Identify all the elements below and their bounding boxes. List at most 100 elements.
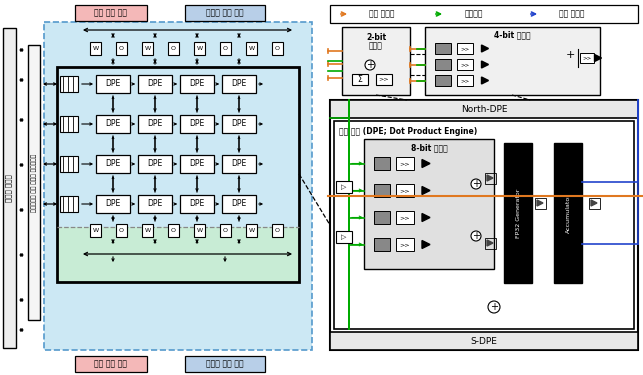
Bar bbox=[364, 139, 494, 269]
Text: DPE: DPE bbox=[231, 159, 247, 168]
Polygon shape bbox=[422, 159, 430, 168]
Bar bbox=[138, 115, 172, 133]
Text: +: + bbox=[565, 50, 575, 60]
Text: O: O bbox=[171, 228, 176, 233]
Bar bbox=[57, 67, 299, 227]
Text: >>: >> bbox=[400, 242, 410, 247]
Text: +: + bbox=[472, 179, 480, 189]
Bar bbox=[330, 5, 638, 23]
Text: DPE: DPE bbox=[190, 159, 204, 168]
Bar bbox=[75, 356, 147, 372]
Text: ▷: ▷ bbox=[341, 184, 347, 190]
Bar bbox=[336, 181, 352, 193]
Text: W: W bbox=[248, 228, 255, 233]
Text: 내적 엔진 (DPE; Dot Product Engine): 내적 엔진 (DPE; Dot Product Engine) bbox=[339, 126, 477, 135]
Bar bbox=[376, 74, 392, 85]
Polygon shape bbox=[422, 186, 430, 195]
Bar bbox=[374, 157, 390, 170]
Bar bbox=[554, 143, 582, 283]
Text: DPE: DPE bbox=[231, 80, 247, 88]
Bar bbox=[220, 224, 231, 237]
Text: O: O bbox=[119, 46, 124, 51]
Text: O: O bbox=[171, 46, 176, 51]
Bar bbox=[334, 121, 634, 329]
Text: DPE: DPE bbox=[105, 120, 121, 129]
Bar bbox=[396, 184, 414, 197]
Polygon shape bbox=[482, 77, 489, 84]
Text: O: O bbox=[223, 228, 228, 233]
Text: 정확도 변환 유닛: 정확도 변환 유닛 bbox=[206, 9, 244, 18]
Text: >>: >> bbox=[400, 188, 410, 193]
Circle shape bbox=[365, 60, 375, 70]
Text: DPE: DPE bbox=[147, 159, 163, 168]
Bar bbox=[185, 356, 265, 372]
Bar bbox=[435, 43, 451, 54]
Bar bbox=[222, 75, 256, 93]
Polygon shape bbox=[482, 45, 489, 52]
Text: 입력 활성값: 입력 활성값 bbox=[369, 9, 395, 18]
Polygon shape bbox=[591, 200, 597, 206]
Bar bbox=[374, 184, 390, 197]
Text: W: W bbox=[197, 46, 203, 51]
Text: DPE: DPE bbox=[231, 120, 247, 129]
Text: ▷: ▷ bbox=[341, 234, 347, 240]
Text: 오프칡 메모리: 오프칡 메모리 bbox=[6, 174, 12, 202]
Text: Accumulator: Accumulator bbox=[565, 193, 570, 233]
Bar bbox=[96, 195, 130, 213]
Bar bbox=[138, 155, 172, 173]
Bar bbox=[504, 143, 532, 283]
Polygon shape bbox=[487, 175, 493, 181]
Text: O: O bbox=[119, 228, 124, 233]
Bar bbox=[396, 211, 414, 224]
Text: FP32 Generator: FP32 Generator bbox=[516, 188, 520, 238]
Bar bbox=[485, 238, 496, 249]
Text: +: + bbox=[490, 302, 498, 312]
Bar bbox=[180, 75, 214, 93]
Text: +: + bbox=[366, 60, 374, 70]
Bar bbox=[60, 76, 78, 92]
Bar bbox=[374, 238, 390, 251]
Bar bbox=[457, 75, 473, 86]
Text: DPE: DPE bbox=[147, 120, 163, 129]
Text: 8-bit 곱셈기: 8-bit 곱셈기 bbox=[411, 144, 448, 153]
Text: 출력 활셈값: 출력 활셈값 bbox=[559, 9, 584, 18]
Bar bbox=[90, 42, 101, 55]
Text: 벡터 연산 유닛: 벡터 연산 유닛 bbox=[95, 360, 127, 369]
Bar bbox=[396, 238, 414, 251]
Text: >>: >> bbox=[460, 62, 469, 67]
Bar bbox=[194, 224, 205, 237]
Bar bbox=[90, 224, 101, 237]
Bar bbox=[336, 231, 352, 243]
Text: S-DPE: S-DPE bbox=[471, 336, 498, 345]
Polygon shape bbox=[487, 240, 493, 246]
Bar bbox=[168, 42, 179, 55]
Polygon shape bbox=[422, 213, 430, 222]
Text: O: O bbox=[275, 228, 280, 233]
Bar bbox=[330, 332, 638, 350]
Bar bbox=[589, 198, 600, 209]
Text: 프로그래밍 가능 메모리 인터페이스: 프로그래밍 가능 메모리 인터페이스 bbox=[32, 154, 37, 212]
Bar bbox=[342, 27, 410, 95]
Bar bbox=[180, 115, 214, 133]
Bar bbox=[220, 42, 231, 55]
Bar bbox=[535, 198, 546, 209]
Circle shape bbox=[488, 301, 500, 313]
Text: DPE: DPE bbox=[190, 120, 204, 129]
Bar bbox=[272, 224, 283, 237]
Text: W: W bbox=[145, 46, 150, 51]
Bar bbox=[60, 156, 78, 172]
Bar bbox=[222, 155, 256, 173]
Bar bbox=[330, 100, 638, 118]
Text: DPE: DPE bbox=[231, 200, 247, 208]
Bar bbox=[457, 59, 473, 70]
Bar bbox=[57, 227, 299, 282]
Bar bbox=[485, 173, 496, 184]
Bar bbox=[44, 22, 312, 350]
Bar bbox=[425, 27, 600, 95]
Text: DPE: DPE bbox=[105, 159, 121, 168]
Bar bbox=[138, 195, 172, 213]
Bar bbox=[138, 75, 172, 93]
Text: DPE: DPE bbox=[105, 80, 121, 88]
Bar bbox=[185, 5, 265, 21]
Text: >>: >> bbox=[400, 215, 410, 220]
